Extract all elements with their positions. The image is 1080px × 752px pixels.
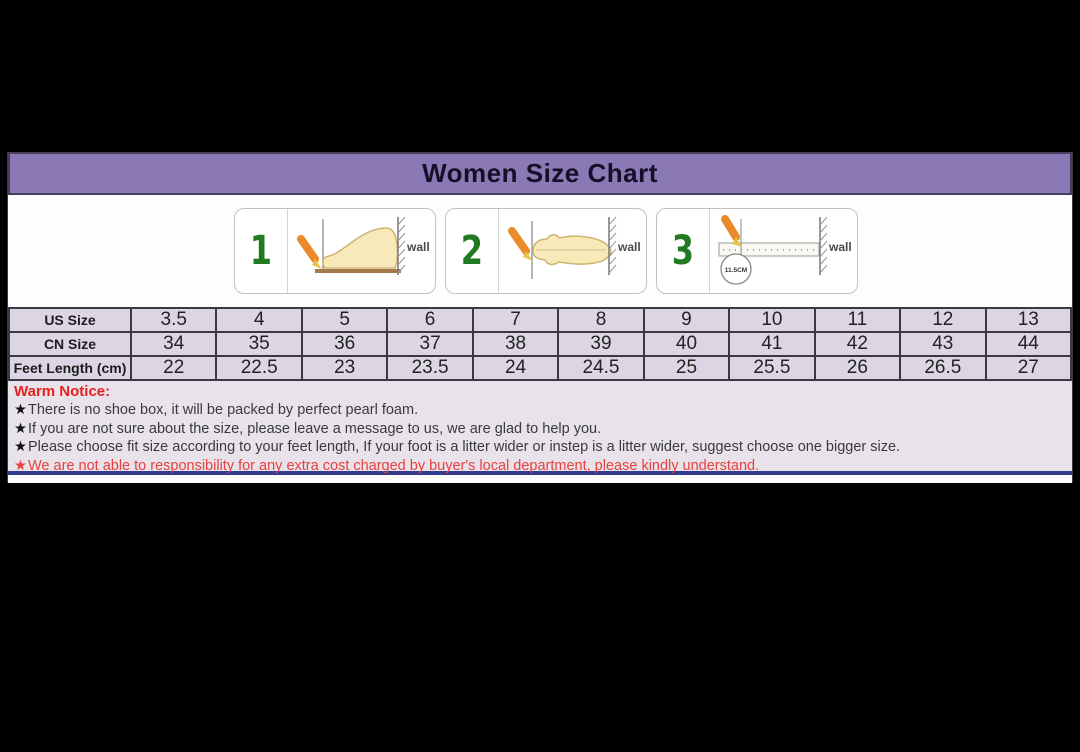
size-cell: 41 <box>728 331 816 357</box>
step-3-illustration: 11.5CM wall <box>710 209 857 293</box>
notice-list: ★There is no shoe box, it will be packed… <box>14 401 1066 475</box>
size-cell: 34 <box>129 331 218 357</box>
size-cell: 35 <box>215 331 303 357</box>
size-cell: 8 <box>557 307 645 333</box>
size-cell: 27 <box>984 355 1073 381</box>
base-board <box>314 269 401 273</box>
size-cell: 24.5 <box>557 355 645 381</box>
size-cell: 43 <box>899 331 987 357</box>
size-cell: 23.5 <box>386 355 474 381</box>
page-title: Women Size Chart <box>422 158 658 188</box>
size-cell: 25 <box>642 355 731 381</box>
step-2-number: 2 <box>460 228 484 274</box>
wall-label: wall <box>406 240 430 254</box>
measure-step-2-panel: 2 wall <box>445 208 647 294</box>
step-2-illustration: wall <box>499 209 646 293</box>
row-label: Feet Length (cm) <box>8 355 132 381</box>
size-cell: 3.5 <box>129 307 218 333</box>
warm-notice-title: Warm Notice: <box>14 383 111 400</box>
size-cell: 40 <box>642 331 731 357</box>
step-number-cell: 3 <box>657 209 710 293</box>
wall-hatch-icon <box>607 216 616 275</box>
size-cell: 7 <box>471 307 560 333</box>
step-number-cell: 2 <box>446 209 499 293</box>
size-chart-image: Women Size Chart 1 <box>7 152 1073 483</box>
notice-line: ★There is no shoe box, it will be packed… <box>14 401 1066 420</box>
size-cell: 11 <box>813 307 902 333</box>
size-cell: 24 <box>471 355 560 381</box>
star-icon: ★ <box>14 439 27 455</box>
size-cell: 4 <box>215 307 303 333</box>
wall-hatch-icon <box>396 216 405 275</box>
wall-label: wall <box>828 240 852 254</box>
size-cell: 23 <box>300 355 389 381</box>
size-cell: 22.5 <box>215 355 303 381</box>
star-icon: ★ <box>14 420 27 437</box>
size-cell: 6 <box>386 307 474 333</box>
row-label: CN Size <box>8 331 132 357</box>
pencil-icon <box>296 235 319 263</box>
size-cell: 38 <box>471 331 560 357</box>
size-cell: 12 <box>899 307 987 333</box>
size-cell: 25.5 <box>728 355 816 381</box>
step-3-number: 3 <box>671 228 695 274</box>
step-1-illustration: wall <box>288 209 435 293</box>
size-table-row: Feet Length (cm) 22 22.5 23 23.5 24 24.5 25 25.5… <box>8 355 1073 381</box>
notice-text: We are not able to responsibility for an… <box>28 457 760 474</box>
measure-step-1-panel: 1 wall <box>234 208 436 294</box>
pencil-icon <box>720 215 740 241</box>
measure-instructions: 1 wall <box>8 195 1072 307</box>
size-cell: 10 <box>728 307 816 333</box>
step-number-cell: 1 <box>235 209 288 293</box>
size-cell: 26.5 <box>899 355 987 381</box>
pencil-icon <box>507 227 530 255</box>
foot-shape <box>321 227 398 269</box>
size-table-row: US Size 3.5 4 5 6 7 8 9 10 11 12 13 <box>8 307 1073 333</box>
size-cell: 42 <box>813 331 902 357</box>
notice-line: ★If you are not sure about the size, ple… <box>14 420 1066 439</box>
size-table-body: US Size 3.5 4 5 6 7 8 9 10 11 12 13 CN Size 34 35 36 37 3… <box>8 307 1073 381</box>
size-table-row: CN Size 34 35 36 37 38 39 40 41 42 43 44 <box>8 331 1073 357</box>
size-cell: 37 <box>386 331 474 357</box>
size-cell: 22 <box>129 355 218 381</box>
size-cell: 26 <box>813 355 902 381</box>
size-cell: 5 <box>300 307 389 333</box>
foot-top-view-icon: wall <box>507 216 641 279</box>
ruler-icon: 11.5CM wall <box>717 215 852 285</box>
wall-label: wall <box>617 240 641 254</box>
size-cell: 44 <box>984 331 1073 357</box>
step-1-number: 1 <box>249 228 273 274</box>
notice-text: There is no shoe box, it will be packed … <box>28 402 419 418</box>
size-cell: 39 <box>557 331 645 357</box>
notice-text: Please choose fit size according to your… <box>28 439 901 455</box>
chart-header: Women Size Chart <box>8 152 1072 195</box>
foot-side-view-icon: wall <box>296 216 430 275</box>
measure-step-3-panel: 3 11.5CM <box>656 208 858 294</box>
star-icon: ★ <box>14 402 27 418</box>
notice-line: ★We are not able to responsibility for a… <box>14 457 1066 476</box>
row-label: US Size <box>8 307 132 333</box>
warm-notice: Warm Notice: ★There is no shoe box, it w… <box>8 381 1072 475</box>
measure-value-label: 11.5CM <box>724 267 746 274</box>
measure-callout-circle <box>719 253 752 285</box>
notice-line: ★Please choose fit size according to you… <box>14 438 1066 457</box>
wall-hatch-icon <box>818 216 827 275</box>
size-cell: 36 <box>300 331 389 357</box>
notice-text: If you are not sure about the size, plea… <box>28 420 602 437</box>
size-cell: 13 <box>984 307 1073 333</box>
size-cell: 9 <box>642 307 731 333</box>
star-icon: ★ <box>14 457 27 474</box>
size-table: US Size 3.5 4 5 6 7 8 9 10 11 12 13 CN Size 34 35 36 37 3… <box>8 307 1073 381</box>
